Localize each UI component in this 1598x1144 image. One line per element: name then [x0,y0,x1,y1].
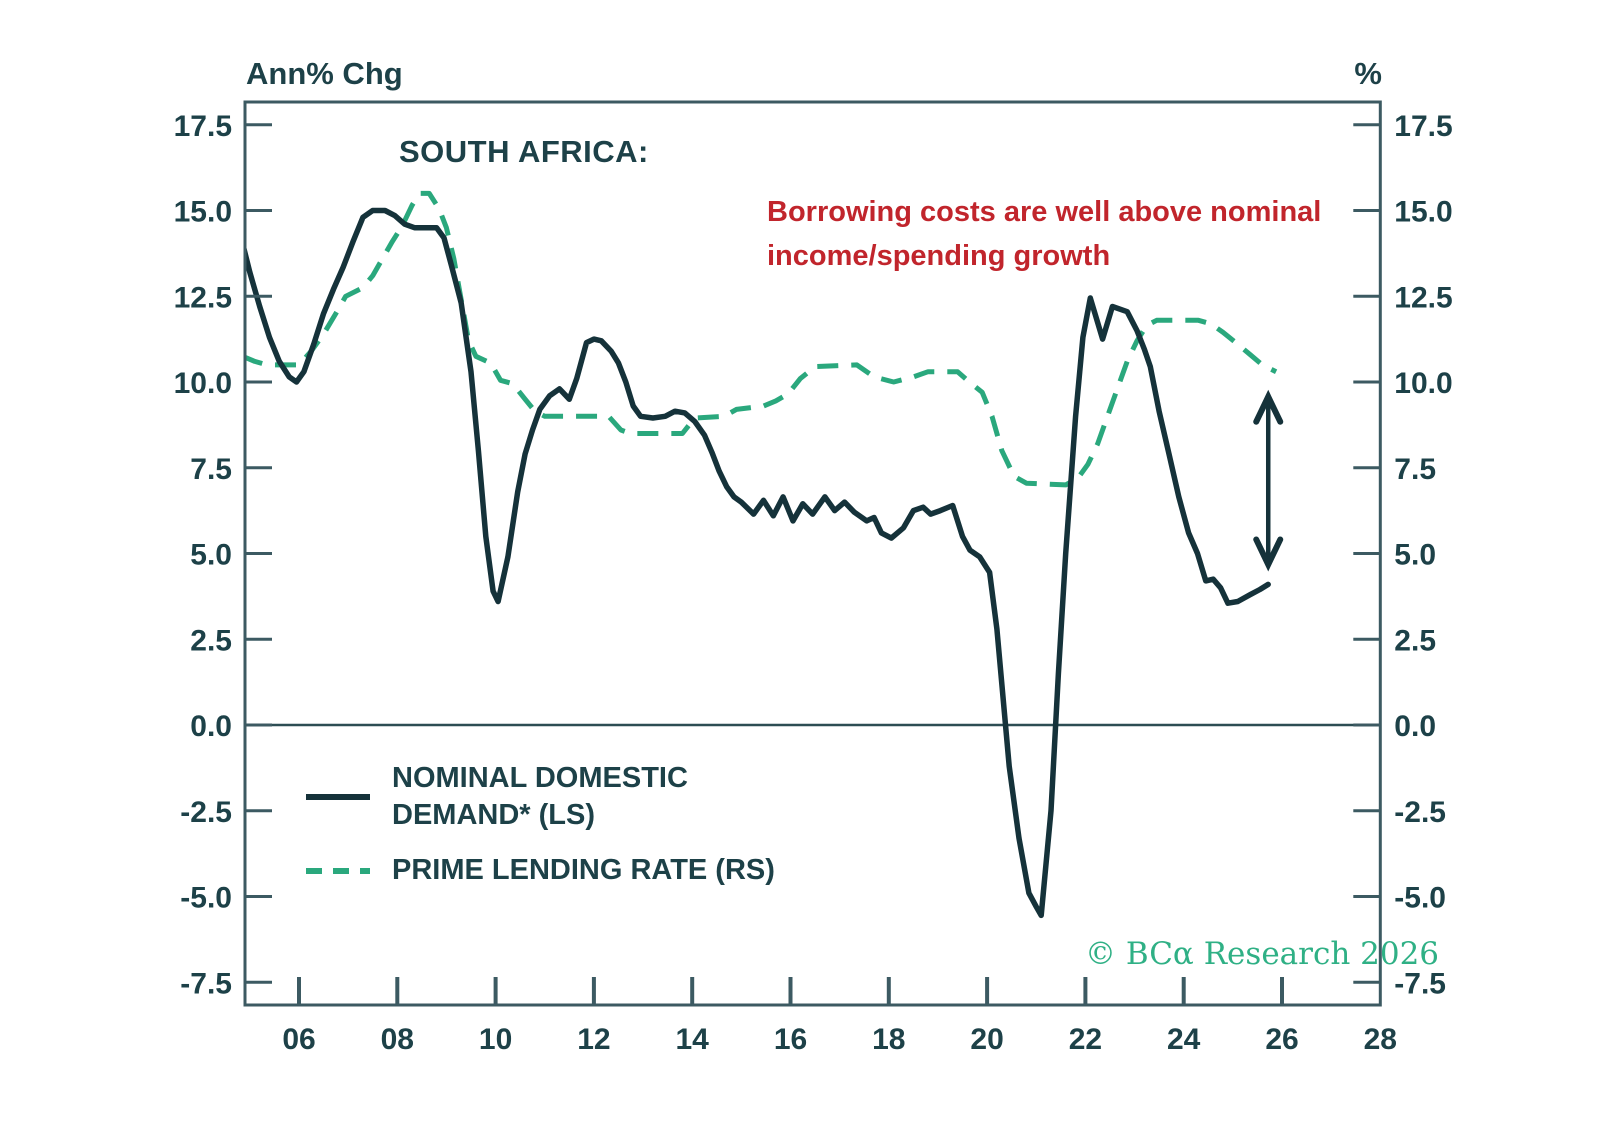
y-tick-label-right: 12.5 [1394,281,1452,314]
chart-title: SOUTH AFRICA: [399,134,649,169]
x-tick-label: 18 [872,1023,905,1056]
series-nominal-domestic-demand [245,207,1271,919]
y-tick-label-right: -7.5 [1394,967,1446,1000]
legend-label-prime-lending-rate: PRIME LENDING RATE (RS) [392,854,775,886]
series-prime-lending-rate [245,190,1278,488]
y-tick-label-right: -5.0 [1394,882,1446,915]
annotation: Borrowing costs are well above nominal i… [767,190,1321,278]
y-tick-label-right: 10.0 [1394,367,1452,400]
x-tick-label: 08 [381,1023,414,1056]
legend-label-line-2: DEMAND* (LS) [392,799,595,831]
x-tick-label: 06 [282,1023,315,1056]
x-tick-label: 12 [577,1023,610,1056]
x-tick-label: 24 [1167,1023,1201,1056]
solid-line-swatch-icon [306,794,370,800]
x-tick-label: 28 [1364,1023,1397,1056]
x-tick-label: 26 [1265,1023,1298,1056]
y-tick-label-left: 0.0 [190,710,232,743]
dashed-line-swatch-icon [306,867,370,874]
legend-label-line-1: NOMINAL DOMESTIC [392,762,688,794]
gap-arrow-head-down [1253,536,1284,572]
y-tick-label-right: 15.0 [1394,196,1452,229]
y-tick-label-left: 7.5 [190,453,232,486]
y-tick-label-left: -5.0 [180,882,232,915]
legend-row-prime-lending-rate: PRIME LENDING RATE (RS) [306,852,775,889]
y-tick-label-left: 12.5 [174,281,232,314]
y-tick-label-left: 17.5 [174,110,232,143]
y-tick-label-left: 2.5 [190,624,232,657]
legend-label-nominal-domestic-demand: NOMINAL DOMESTIC DEMAND* (LS) [392,760,688,834]
y-tick-label-right: -2.5 [1394,796,1446,829]
x-tick-label: 22 [1069,1023,1102,1056]
left-axis-unit-label: Ann% Chg [246,56,403,91]
right-axis-unit-label: % [1354,56,1382,91]
x-tick-label: 14 [676,1023,710,1056]
legend-swatch-solid-line [306,794,370,800]
y-tick-label-right: 17.5 [1394,110,1452,143]
x-tick-label: 16 [774,1023,807,1056]
y-tick-label-left: 10.0 [174,367,232,400]
x-tick-label: 20 [970,1023,1003,1056]
annotation-line-2: income/spending growth [767,240,1111,272]
y-tick-label-left: 15.0 [174,196,232,229]
x-tick-label: 10 [479,1023,512,1056]
annotation-line-1: Borrowing costs are well above nominal [767,196,1322,228]
gap-arrow-head-up [1253,389,1284,425]
y-tick-label-right: 5.0 [1394,539,1436,572]
y-tick-label-left: -2.5 [180,796,232,829]
y-tick-label-right: 7.5 [1394,453,1436,486]
y-tick-label-right: 2.5 [1394,624,1436,657]
legend-row-nominal-domestic-demand: NOMINAL DOMESTIC DEMAND* (LS) [306,760,775,834]
y-tick-label-left: 5.0 [190,539,232,572]
legend-swatch-dashed-line [306,867,370,874]
y-tick-label-left: -7.5 [180,967,232,1000]
legend: NOMINAL DOMESTIC DEMAND* (LS) PRIME LEND… [306,760,775,889]
y-tick-label-right: 0.0 [1394,710,1436,743]
copyright-notice: © BCα Research 2026 [1085,936,1440,972]
